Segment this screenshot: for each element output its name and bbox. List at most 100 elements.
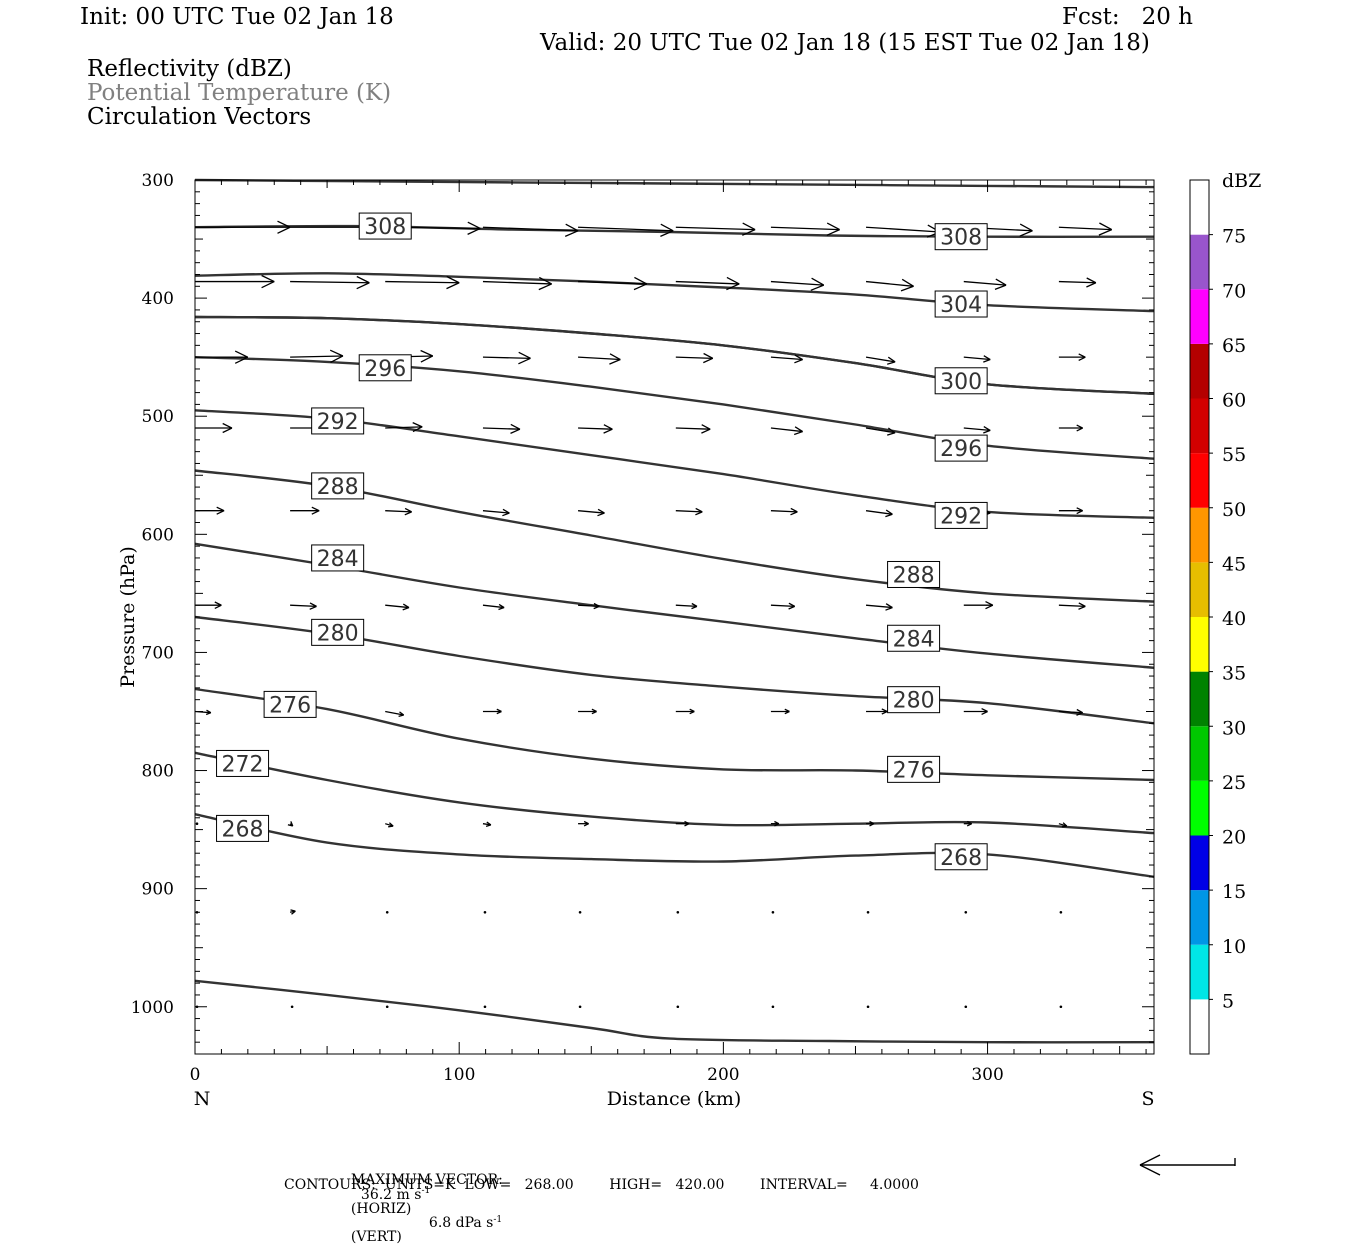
- field-theta-title: Potential Temperature (K): [87, 80, 392, 106]
- vector-head: [887, 427, 896, 434]
- vector-head: [983, 355, 991, 361]
- vector-shaft: [482, 510, 510, 514]
- vector-head: [603, 428, 613, 434]
- vector-head: [609, 353, 621, 361]
- vector-head: [597, 508, 605, 514]
- vector-head: [1076, 507, 1083, 512]
- vector-head: [633, 283, 648, 291]
- vector-arrow: [770, 708, 790, 715]
- colorbar-tick-label: 50: [1222, 499, 1246, 521]
- vector-head: [695, 507, 703, 513]
- vector-arrow: [195, 274, 275, 289]
- contour-label-text: 284: [893, 627, 935, 652]
- vector-head: [881, 708, 888, 713]
- field-reflectivity-title: Reflectivity (dBZ): [87, 56, 292, 82]
- vector-head: [1078, 605, 1086, 610]
- contour-line-272: [194, 751, 1155, 835]
- vector-head: [981, 710, 988, 715]
- x-axis-label: Distance (km): [607, 1088, 742, 1110]
- contour-label-box: [934, 367, 988, 395]
- vector-head: [983, 358, 991, 363]
- y-tick-label: 500: [142, 407, 174, 427]
- field-vectors-title: Circulation Vectors: [87, 104, 312, 130]
- vector-head: [216, 506, 225, 512]
- vector-arrow: [1058, 507, 1083, 515]
- vector-arrow: [290, 602, 317, 610]
- vector-head: [1019, 223, 1033, 232]
- max-vector-horiz: 36.2 m s: [360, 1186, 422, 1203]
- vector-arrow: [385, 1005, 389, 1009]
- vector-head: [538, 283, 552, 291]
- contour-label: 272: [216, 749, 270, 777]
- vector-arrow: [770, 354, 803, 364]
- vector-arrow: [578, 276, 648, 291]
- contours-info: CONTOURS: UNITS=K LOW= 268.00 HIGH= 420.…: [284, 1177, 919, 1193]
- vector-head: [356, 282, 370, 290]
- vector-head: [234, 350, 249, 358]
- vector-head: [496, 708, 502, 713]
- vector-shaft: [770, 510, 798, 513]
- x-tick-label: 100: [443, 1065, 475, 1085]
- vector-shaft: [290, 280, 370, 284]
- vector-head: [981, 708, 988, 713]
- vector-head: [885, 509, 893, 515]
- vector-arrow: [770, 820, 780, 827]
- contour-line-304: [194, 272, 1155, 313]
- vector-head: [703, 352, 714, 359]
- theta-contours: [194, 178, 1155, 1044]
- y-axis-label: Pressure (hPa): [117, 546, 139, 688]
- vector-head: [446, 275, 460, 284]
- vector-arrow: [578, 820, 589, 827]
- vector-arrow: [865, 603, 893, 611]
- vector-head: [887, 432, 896, 436]
- vector-head: [901, 278, 914, 287]
- contour-line-13: [194, 979, 1155, 1044]
- vector-head: [634, 276, 648, 285]
- contour-label-text: 308: [364, 215, 406, 240]
- vector-head: [1076, 427, 1083, 432]
- vector-head: [404, 507, 412, 513]
- x-tick-label: 200: [707, 1065, 739, 1085]
- vector-shaft: [1058, 280, 1096, 284]
- plot-frame: [194, 179, 1155, 1055]
- vector-arrow: [770, 426, 803, 436]
- vector-head: [788, 602, 796, 607]
- vector-head: [985, 604, 994, 610]
- vector-head: [788, 605, 795, 610]
- vector-arrow: [290, 275, 370, 290]
- colorbar-tick-label: 65: [1222, 335, 1246, 357]
- vector-arrow: [770, 277, 825, 291]
- horiz-exponent: -1: [421, 1186, 431, 1196]
- contour-label-box: [887, 624, 941, 652]
- colorbar-bin: [1190, 671, 1209, 727]
- vector-arrow: [578, 602, 600, 610]
- colorbar-bin: [1190, 780, 1209, 836]
- vector-head: [811, 277, 825, 286]
- vector-head: [691, 605, 698, 610]
- vector-shaft: [865, 226, 941, 233]
- vector-head: [900, 285, 914, 292]
- y-tick-label: 900: [142, 880, 174, 900]
- vector-head: [994, 284, 1007, 291]
- x-tick-label: 300: [971, 1065, 1003, 1085]
- vector-arrow: [1058, 708, 1083, 716]
- vector-head: [356, 275, 370, 284]
- vector-arrow: [964, 910, 968, 914]
- vector-arrow: [578, 508, 605, 517]
- contour-labels: 308 308 304 300 296 296 292 292 288 288 284 284 280 2…: [216, 212, 988, 871]
- vector-head: [404, 511, 412, 516]
- colorbar-tick-label: 30: [1222, 717, 1246, 739]
- vector-arrow: [195, 422, 233, 434]
- max-vector-line: MAXIMUM VECTOR: 36.2 m s-1 (HORIZ) 6.8 d…: [342, 1159, 503, 1244]
- vector-head: [402, 606, 410, 611]
- vector-head: [695, 511, 703, 516]
- vector-arrow: [195, 220, 291, 234]
- vector-arrow: [290, 1005, 294, 1009]
- vector-arrow: [675, 602, 698, 610]
- vector-arrow: [1059, 910, 1063, 914]
- contour-label-text: 308: [940, 226, 982, 251]
- vector-head: [510, 428, 521, 434]
- vector-head: [502, 512, 510, 517]
- vector-arrow: [1058, 424, 1083, 432]
- horiz-tag: (HORIZ): [350, 1200, 412, 1217]
